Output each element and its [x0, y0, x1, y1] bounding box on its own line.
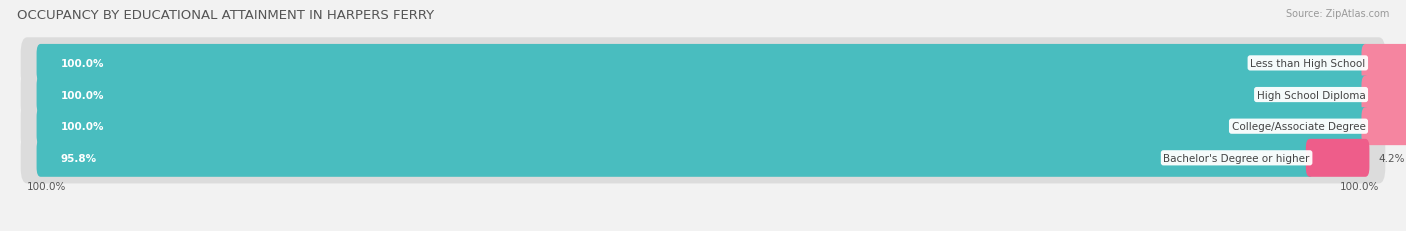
FancyBboxPatch shape [37, 76, 1369, 114]
Text: Source: ZipAtlas.com: Source: ZipAtlas.com [1285, 9, 1389, 19]
Text: High School Diploma: High School Diploma [1257, 90, 1365, 100]
FancyBboxPatch shape [1306, 139, 1369, 177]
Text: Less than High School: Less than High School [1250, 59, 1365, 69]
FancyBboxPatch shape [1361, 45, 1406, 82]
FancyBboxPatch shape [37, 139, 1313, 177]
Text: 4.2%: 4.2% [1379, 153, 1405, 163]
FancyBboxPatch shape [21, 38, 1385, 89]
FancyBboxPatch shape [21, 133, 1385, 184]
FancyBboxPatch shape [37, 108, 1369, 146]
Text: 100.0%: 100.0% [27, 181, 66, 191]
Text: 100.0%: 100.0% [60, 122, 104, 132]
FancyBboxPatch shape [1361, 76, 1406, 114]
FancyBboxPatch shape [37, 45, 1369, 82]
FancyBboxPatch shape [1361, 108, 1406, 146]
Text: OCCUPANCY BY EDUCATIONAL ATTAINMENT IN HARPERS FERRY: OCCUPANCY BY EDUCATIONAL ATTAINMENT IN H… [17, 9, 434, 22]
Text: 100.0%: 100.0% [1340, 181, 1379, 191]
Text: 100.0%: 100.0% [60, 90, 104, 100]
Text: College/Associate Degree: College/Associate Degree [1232, 122, 1365, 132]
FancyBboxPatch shape [21, 101, 1385, 152]
FancyBboxPatch shape [21, 70, 1385, 121]
Text: 100.0%: 100.0% [60, 59, 104, 69]
Text: 95.8%: 95.8% [60, 153, 97, 163]
Text: Bachelor's Degree or higher: Bachelor's Degree or higher [1163, 153, 1310, 163]
